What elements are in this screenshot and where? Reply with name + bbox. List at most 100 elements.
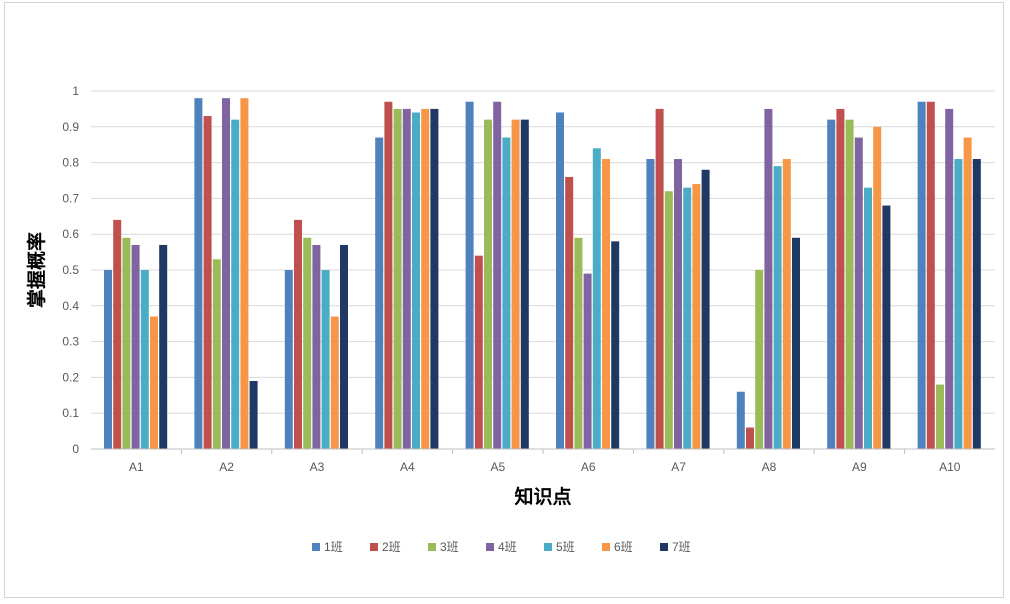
bar (131, 244, 140, 449)
bar (502, 137, 511, 450)
bar (511, 119, 520, 449)
y-tick-label: 0.4 (62, 299, 79, 313)
bar (692, 184, 701, 449)
bar (574, 237, 583, 449)
x-axis-title: 知识点 (514, 485, 571, 508)
bar (646, 159, 655, 449)
bar (792, 237, 800, 449)
legend-label: 3班 (440, 540, 459, 554)
bar (375, 137, 384, 450)
bar (465, 101, 474, 450)
bar (945, 108, 954, 450)
bar (140, 270, 149, 449)
bar (674, 159, 682, 449)
bar (150, 316, 158, 449)
bar (864, 187, 872, 449)
legend: 1班 2班 3班 4班 5班 6班 7班 (312, 540, 691, 554)
bar (340, 244, 348, 449)
bar (683, 187, 692, 449)
y-tick-label: 0.6 (62, 227, 79, 241)
bar (249, 380, 258, 449)
bar (773, 166, 782, 449)
legend-swatch (428, 543, 436, 551)
legend-swatch (660, 543, 668, 551)
bar (321, 270, 330, 449)
chart-frame: 0 0.1 0.2 0.3 0.4 0.5 0.6 0.7 0.8 0.9 1 A1 A2 A3 A4 A5… (4, 2, 1004, 598)
bar (583, 273, 592, 449)
y-axis-ticks: 0 0.1 0.2 0.3 0.4 0.5 0.6 0.7 0.8 0.9 1 (62, 84, 79, 456)
legend-swatch (370, 543, 378, 551)
y-tick-label: 0.9 (62, 120, 79, 134)
bar (402, 108, 411, 450)
bar (701, 169, 710, 449)
bar (122, 237, 131, 449)
bar (159, 244, 168, 449)
bar (602, 159, 610, 449)
x-tick-label: A4 (400, 460, 415, 474)
y-tick-label: 0.5 (62, 263, 79, 277)
bar (493, 101, 502, 450)
bar (917, 101, 926, 450)
x-tick-label: A3 (310, 460, 325, 474)
y-tick-label: 0.7 (62, 191, 79, 205)
bar (926, 101, 935, 450)
bar (611, 241, 620, 449)
legend-label: 6班 (614, 540, 633, 554)
bar (827, 119, 836, 449)
legend-swatch (312, 543, 320, 551)
bar (104, 270, 112, 449)
bar (194, 98, 203, 449)
bar (592, 148, 601, 449)
bar (845, 119, 854, 449)
bar (936, 384, 944, 449)
x-tick-label: A8 (762, 460, 777, 474)
bar (430, 108, 439, 450)
bar (764, 108, 773, 450)
bar (873, 126, 882, 450)
bar (421, 108, 430, 450)
x-axis-ticks: A1 A2 A3 A4 A5 A6 A7 A8 A9 A10 (129, 449, 961, 474)
bar (303, 237, 312, 449)
x-tick-label: A6 (581, 460, 596, 474)
y-tick-label: 0.2 (62, 370, 79, 384)
bar (882, 205, 891, 449)
bar (113, 219, 122, 449)
y-tick-label: 0.8 (62, 156, 79, 170)
bar (312, 244, 321, 449)
bar (203, 116, 212, 449)
bar (782, 159, 791, 449)
bar (565, 176, 574, 450)
bar (474, 255, 483, 449)
bar (484, 119, 492, 449)
bar (222, 98, 230, 449)
y-axis-title: 掌握概率 (25, 232, 48, 308)
legend-label: 7班 (672, 540, 691, 554)
x-tick-label: A1 (129, 460, 144, 474)
x-tick-label: A9 (852, 460, 867, 474)
bar (755, 270, 764, 449)
y-tick-label: 0.3 (62, 335, 79, 349)
bar (240, 98, 249, 449)
grouped-bar-chart: 0 0.1 0.2 0.3 0.4 0.5 0.6 0.7 0.8 0.9 1 A1 A2 A3 A4 A5… (25, 84, 995, 554)
bar (231, 119, 240, 449)
bar (972, 159, 981, 449)
y-tick-label: 0.1 (62, 406, 79, 420)
bar (854, 137, 863, 450)
legend-swatch (486, 543, 494, 551)
y-tick-label: 0 (72, 442, 79, 456)
legend-label: 4班 (498, 540, 517, 554)
bar (736, 391, 745, 449)
bar (655, 108, 664, 450)
legend-label: 5班 (556, 540, 575, 554)
bar (412, 112, 420, 449)
bar-series-group (104, 98, 981, 450)
bar (954, 159, 963, 449)
bar (746, 427, 754, 449)
x-tick-label: A7 (671, 460, 686, 474)
x-tick-label: A5 (490, 460, 505, 474)
bar (836, 108, 845, 450)
legend-label: 2班 (382, 540, 401, 554)
bar (294, 219, 302, 449)
x-tick-label: A2 (219, 460, 234, 474)
bar (520, 119, 529, 449)
